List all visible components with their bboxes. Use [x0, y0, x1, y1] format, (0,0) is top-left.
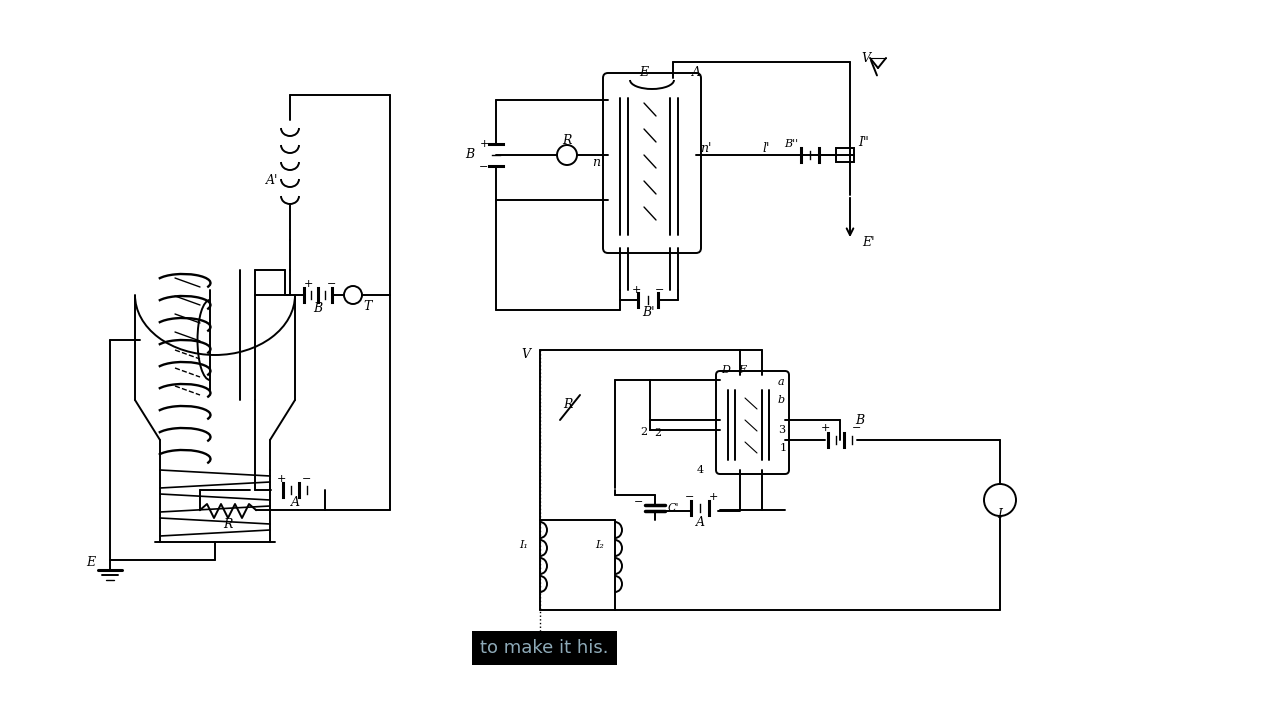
Text: B': B': [642, 306, 654, 319]
Text: −: −: [633, 497, 644, 507]
Text: B: B: [465, 149, 474, 162]
FancyBboxPatch shape: [603, 73, 701, 253]
Text: a: a: [778, 377, 785, 387]
Text: B: B: [855, 414, 864, 427]
Text: −: −: [853, 423, 862, 433]
Bar: [836, 148, 854, 162]
Text: R: R: [563, 399, 572, 412]
Text: E: E: [86, 555, 95, 568]
Text: 3: 3: [778, 425, 785, 435]
Text: 2: 2: [640, 427, 647, 437]
Text: C': C': [668, 503, 679, 513]
Text: +: +: [479, 139, 488, 149]
Text: I₁: I₁: [519, 540, 528, 550]
Text: R: R: [223, 518, 233, 531]
Text: A: A: [691, 66, 700, 79]
Text: V: V: [862, 51, 870, 64]
Text: to make it his.: to make it his.: [479, 639, 609, 657]
Text: D: D: [722, 365, 731, 375]
Circle shape: [344, 286, 362, 304]
Text: F: F: [738, 365, 746, 375]
Circle shape: [985, 484, 1017, 516]
Text: 1: 1: [779, 443, 787, 453]
Text: E': E': [862, 236, 874, 249]
Text: R: R: [563, 135, 572, 148]
Text: −: −: [686, 492, 695, 502]
Text: I": I": [858, 136, 869, 149]
Text: T: T: [363, 301, 372, 314]
Text: n': n': [700, 141, 712, 154]
Text: B: B: [313, 301, 323, 314]
Text: I: I: [997, 508, 1003, 521]
Text: l': l': [763, 141, 769, 154]
Text: B'': B'': [783, 139, 797, 149]
Text: +: +: [304, 279, 313, 289]
Text: 4: 4: [696, 465, 704, 475]
Text: b: b: [778, 395, 785, 405]
Text: +: +: [709, 492, 718, 502]
Text: +: +: [631, 285, 641, 295]
Text: +: +: [277, 474, 286, 484]
Text: I₂: I₂: [595, 540, 604, 550]
Text: A: A: [291, 497, 300, 510]
Text: 2: 2: [654, 428, 662, 438]
Text: A': A': [265, 174, 278, 187]
Text: −: −: [479, 162, 488, 172]
FancyBboxPatch shape: [717, 371, 788, 474]
Text: −: −: [303, 474, 312, 484]
Text: +: +: [820, 423, 829, 433]
Text: −: −: [655, 285, 664, 295]
Circle shape: [556, 145, 577, 165]
Text: −: −: [327, 279, 337, 289]
Text: A: A: [696, 516, 705, 528]
Text: E: E: [640, 66, 649, 79]
Text: n: n: [592, 156, 600, 169]
Text: V: V: [520, 348, 529, 361]
